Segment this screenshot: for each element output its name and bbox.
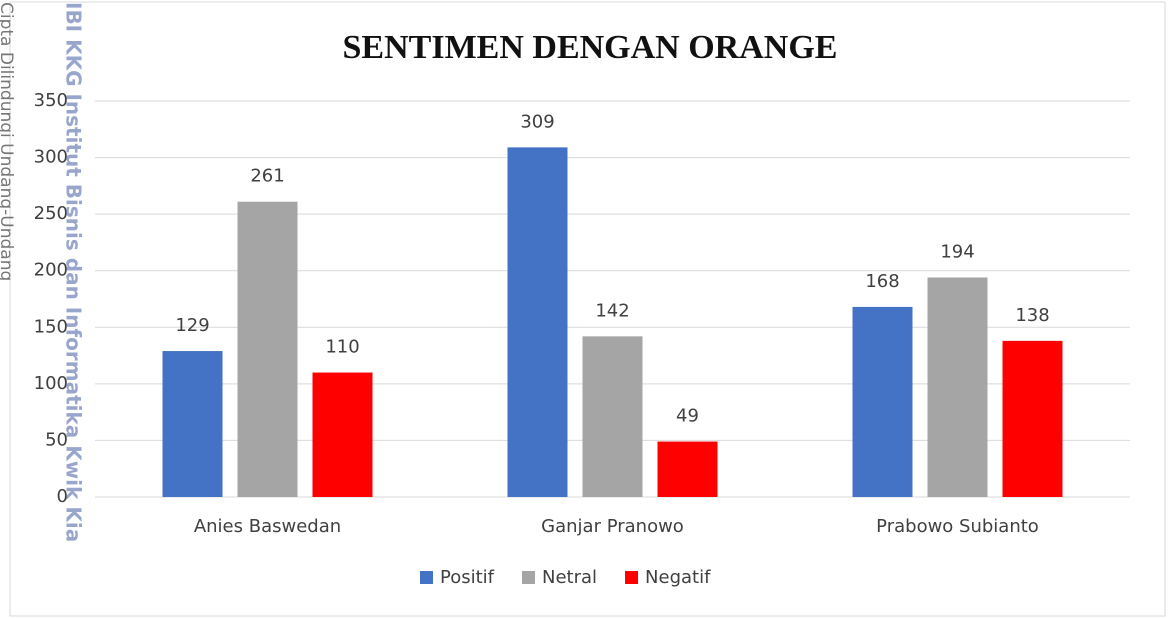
bar <box>237 201 298 497</box>
data-label: 49 <box>676 406 699 427</box>
y-tick-label: 100 <box>34 373 68 394</box>
y-tick-label: 50 <box>45 429 68 450</box>
data-label: 309 <box>520 111 554 132</box>
data-label: 168 <box>865 271 899 292</box>
bar <box>162 351 223 497</box>
legend-swatch <box>625 571 639 584</box>
bar <box>1002 340 1063 497</box>
bar <box>312 372 373 497</box>
legend-label: Netral <box>542 567 597 588</box>
data-label: 142 <box>595 300 629 321</box>
legend-swatch <box>420 571 433 584</box>
bar <box>507 147 568 498</box>
bar <box>582 336 643 497</box>
chart-frame <box>9 1 1166 617</box>
y-tick-label: 250 <box>34 203 68 224</box>
bar <box>852 306 913 497</box>
watermark: IBI KKG Institut Bisnis dan Informatika … <box>62 2 86 542</box>
y-tick-label: 350 <box>34 90 68 111</box>
chart-title: SENTIMEN DENGAN ORANGE <box>343 29 838 66</box>
legend-swatch <box>522 571 535 584</box>
y-tick-label: 300 <box>34 147 68 168</box>
x-tick-label: Ganjar Pranowo <box>541 516 684 537</box>
data-label: 194 <box>940 242 974 263</box>
data-label: 129 <box>175 315 209 336</box>
data-label: 110 <box>325 337 359 358</box>
y-tick-label: 0 <box>57 486 68 507</box>
y-tick-label: 200 <box>34 260 68 281</box>
bar <box>657 441 718 497</box>
x-tick-label: Prabowo Subianto <box>876 516 1039 537</box>
legend-label: Negatif <box>645 567 711 588</box>
x-tick-label: Anies Baswedan <box>194 516 341 537</box>
data-label: 261 <box>250 166 284 187</box>
data-label: 138 <box>1015 305 1049 326</box>
y-tick-label: 150 <box>34 316 68 337</box>
watermark: Cipta Dilindungi Undang-Undang <box>0 2 16 281</box>
legend-label: Positif <box>440 567 495 588</box>
bar <box>927 277 988 497</box>
